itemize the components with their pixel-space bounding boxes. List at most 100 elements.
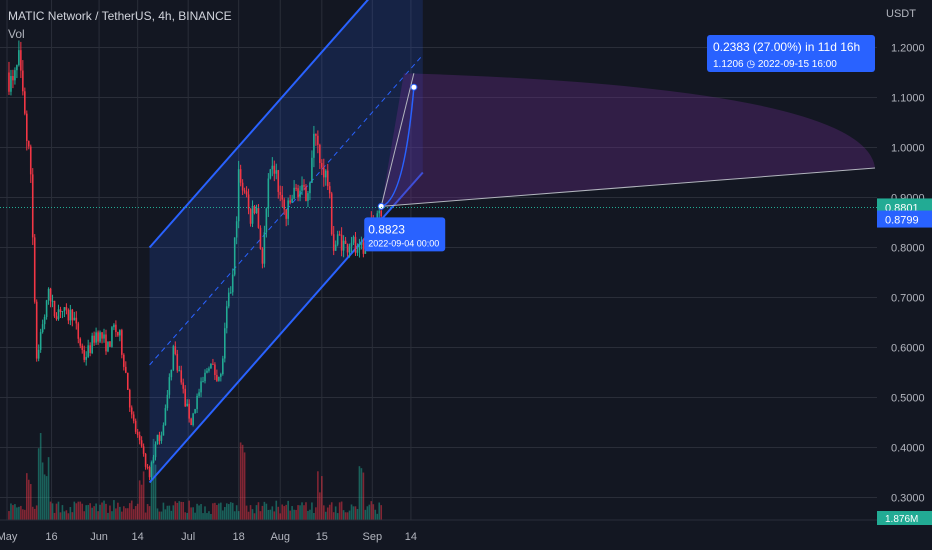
volume-bar [279, 513, 282, 520]
volume-bar [338, 502, 341, 520]
volume-bar [374, 509, 377, 520]
candle-body [190, 418, 192, 426]
volume-bar [85, 505, 87, 520]
candle-body [107, 341, 109, 352]
candle-body [198, 392, 200, 396]
candle-body [57, 309, 60, 320]
candle-body [182, 382, 185, 389]
channel-upper-line [148, 0, 370, 249]
volume-bar [37, 448, 40, 520]
volume-bar [73, 501, 76, 520]
candle-body [146, 466, 149, 468]
volume-bar [200, 504, 202, 520]
candle-body [174, 346, 177, 354]
candle-body [225, 306, 228, 329]
volume-bar [101, 502, 103, 520]
candle-body [216, 374, 218, 381]
candle-body [356, 250, 359, 253]
volume-bar [362, 472, 365, 520]
y-tick-label: 0.8000 [891, 243, 925, 255]
candle-body [200, 381, 202, 393]
volume-bar [148, 506, 151, 520]
y-tick-label: 1.1000 [891, 93, 925, 105]
x-tick-label: 14 [405, 531, 417, 543]
candle-body [289, 200, 291, 203]
volume-bar [107, 512, 109, 520]
candle-body [336, 234, 339, 245]
volume-bar [172, 505, 175, 520]
volume-bar [225, 503, 228, 520]
projection-start-price: 0.8823 [368, 222, 405, 236]
candle-body [170, 369, 173, 378]
candle-body [227, 292, 230, 307]
candle-body [218, 376, 220, 381]
candle-body [350, 242, 353, 247]
candle-body [319, 144, 321, 164]
volume-bar [65, 510, 68, 520]
volume-bar [358, 466, 361, 520]
candle-body [224, 328, 226, 359]
candle-body [109, 341, 111, 347]
candle-body [24, 91, 26, 114]
candle-body [251, 206, 254, 224]
volume-bar [354, 506, 357, 520]
volume-bar [109, 505, 111, 520]
candle-body [77, 323, 80, 339]
candle-body [29, 146, 32, 175]
candle-body [204, 372, 206, 382]
volume-bar [18, 506, 20, 520]
projection-end-price-date: 1.1206 ◷ 2022-09-15 16:00 [713, 59, 837, 70]
candle-body [358, 244, 361, 251]
candle-body [121, 330, 123, 355]
volume-bar [222, 510, 224, 520]
volume-bar [372, 504, 375, 520]
candle-body [239, 169, 242, 183]
candle-body [14, 70, 16, 81]
volume-bar [119, 506, 121, 520]
candle-body [140, 440, 143, 447]
candle-body [75, 317, 78, 324]
candle-body [39, 332, 42, 350]
candle-body [178, 370, 181, 372]
secondary-price-tag [877, 210, 932, 228]
candle-body [323, 167, 325, 178]
candle-body [231, 274, 234, 293]
candle-body [134, 420, 137, 432]
candle-body [321, 163, 323, 168]
volume-bar [257, 502, 260, 520]
volume-bar [97, 511, 99, 520]
secondary-price-value: 0.8799 [885, 215, 919, 227]
volume-bar [115, 508, 117, 520]
x-tick-label: 14 [132, 531, 144, 543]
candle-body [332, 234, 335, 251]
volume-bar [216, 505, 218, 520]
volume-bar [57, 501, 60, 520]
price-projection[interactable]: 0.8823 2022-09-04 00:00 0.2383 (27.00%) in… [364, 35, 876, 252]
candle-body [8, 72, 10, 92]
volume-bar [273, 511, 276, 520]
volume-bar [224, 507, 226, 520]
candle-body [47, 288, 50, 301]
volume-bar [186, 512, 188, 520]
volume-bar [289, 510, 291, 520]
volume-last-value: 1.876M [885, 514, 918, 525]
candle-body [360, 242, 363, 245]
candle-body [261, 248, 264, 264]
candle-body [249, 209, 252, 224]
candle-body [37, 349, 40, 359]
volume-bar [356, 508, 359, 520]
volume-bar [51, 503, 54, 520]
candle-body [125, 366, 127, 373]
candle-body [63, 307, 66, 312]
projection-end-box [707, 35, 875, 72]
volume-bar [265, 503, 268, 520]
volume-bar [309, 509, 311, 520]
x-tick-label: 15 [316, 531, 328, 543]
volume-bar [378, 502, 381, 520]
volume-bar [47, 457, 50, 520]
candle-body [113, 324, 115, 328]
volume-bar [231, 502, 234, 520]
volume-bar [352, 506, 355, 520]
volume-bar [196, 503, 198, 520]
